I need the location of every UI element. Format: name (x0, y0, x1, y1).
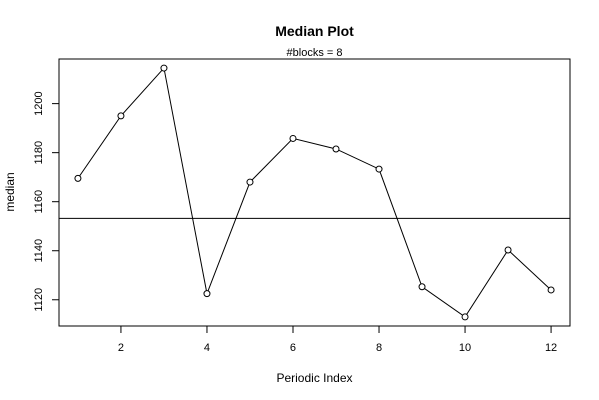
data-point-11 (504, 246, 512, 254)
y-tick-label-1120: 1120 (33, 288, 45, 312)
chart-subtitle: #blocks = 8 (287, 47, 343, 59)
data-point-12 (547, 286, 555, 294)
data-point-1 (74, 174, 82, 182)
x-tick-label-2: 2 (118, 342, 124, 354)
y-tick-label-1180: 1180 (33, 141, 45, 165)
y-axis-title: median (3, 172, 17, 211)
x-axis-title: Periodic Index (276, 371, 352, 385)
x-axis: 2 4 6 8 10 12 (118, 326, 557, 354)
y-tick-label-1200: 1200 (33, 91, 45, 115)
data-point-10 (461, 313, 469, 321)
data-point-2 (117, 112, 125, 120)
y-tick-label-1140: 1140 (33, 239, 45, 263)
x-tick-label-6: 6 (290, 342, 296, 354)
x-tick-label-8: 8 (376, 342, 382, 354)
data-point-4 (203, 290, 211, 298)
chart-title: Median Plot (275, 23, 354, 39)
data-point-7 (332, 145, 340, 153)
data-point-5 (246, 178, 254, 186)
data-point-8 (375, 165, 383, 173)
data-point-3 (160, 64, 168, 72)
series-line (77, 66, 552, 318)
plot-frame (58, 58, 571, 327)
x-tick-label-12: 12 (545, 342, 557, 354)
y-axis: 1120 1140 1160 1180 1200 (33, 91, 59, 312)
data-point-9 (418, 283, 426, 291)
y-tick-label-1160: 1160 (33, 190, 45, 214)
data-point-6 (289, 134, 297, 142)
x-tick-label-10: 10 (459, 342, 471, 354)
data-points (74, 64, 555, 321)
x-tick-label-4: 4 (204, 342, 210, 354)
